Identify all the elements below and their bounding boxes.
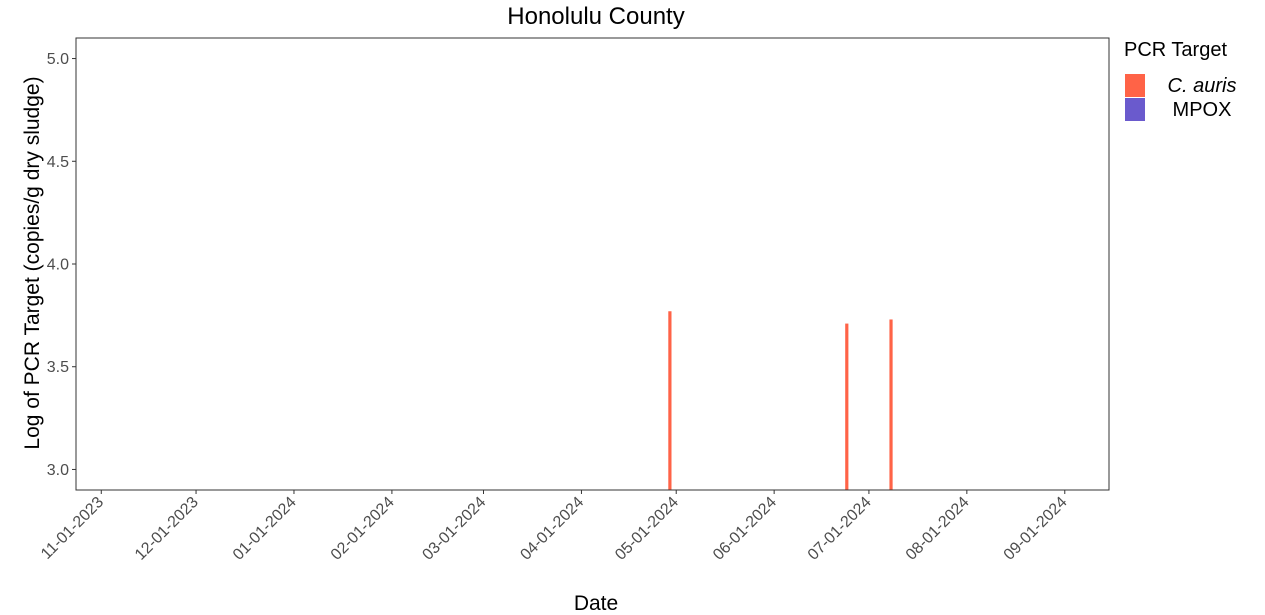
y-axis-title: Log of PCR Target (copies/g dry sludge) xyxy=(21,76,44,449)
plot-border xyxy=(75,37,1110,491)
x-tick-label: 01-01-2024 xyxy=(230,494,300,564)
legend-key xyxy=(1125,74,1145,97)
x-tick-label: 07-01-2024 xyxy=(805,494,875,564)
bar-c-auris xyxy=(668,311,672,490)
legend-label: C. auris xyxy=(1168,75,1237,97)
x-tick-label: 12-01-2023 xyxy=(132,494,202,564)
x-tick-label: 04-01-2024 xyxy=(517,494,587,564)
legend-title: PCR Target xyxy=(1124,39,1227,61)
legend-key xyxy=(1125,98,1145,121)
x-tick-label: 08-01-2024 xyxy=(903,494,973,564)
x-tick-label: 06-01-2024 xyxy=(710,494,780,564)
bar-c-auris xyxy=(889,319,893,490)
chart-title: Honolulu County xyxy=(507,3,684,30)
legend-label: MPOX xyxy=(1173,99,1232,121)
y-axis: 3.0 3.5 4.0 4.5 5.0 xyxy=(47,51,76,479)
x-tick-label: 05-01-2024 xyxy=(612,494,682,564)
x-axis-title: Date xyxy=(574,592,618,615)
y-tick-label: 5.0 xyxy=(47,51,69,68)
x-tick-label: 02-01-2024 xyxy=(328,494,398,564)
x-tick-label: 09-01-2024 xyxy=(1001,494,1071,564)
x-axis: 11-01-2023 12-01-2023 01-01-2024 02-01-2024… xyxy=(38,490,1071,564)
x-tick-label: 11-01-2023 xyxy=(38,494,107,563)
y-tick-label: 4.5 xyxy=(47,154,69,171)
x-tick-label: 03-01-2024 xyxy=(419,494,489,564)
y-tick-label: 3.0 xyxy=(47,462,69,479)
y-tick-label: 4.0 xyxy=(47,257,69,274)
bar-c-auris xyxy=(845,323,849,490)
y-tick-label: 3.5 xyxy=(47,359,69,376)
plot-area xyxy=(668,311,893,490)
